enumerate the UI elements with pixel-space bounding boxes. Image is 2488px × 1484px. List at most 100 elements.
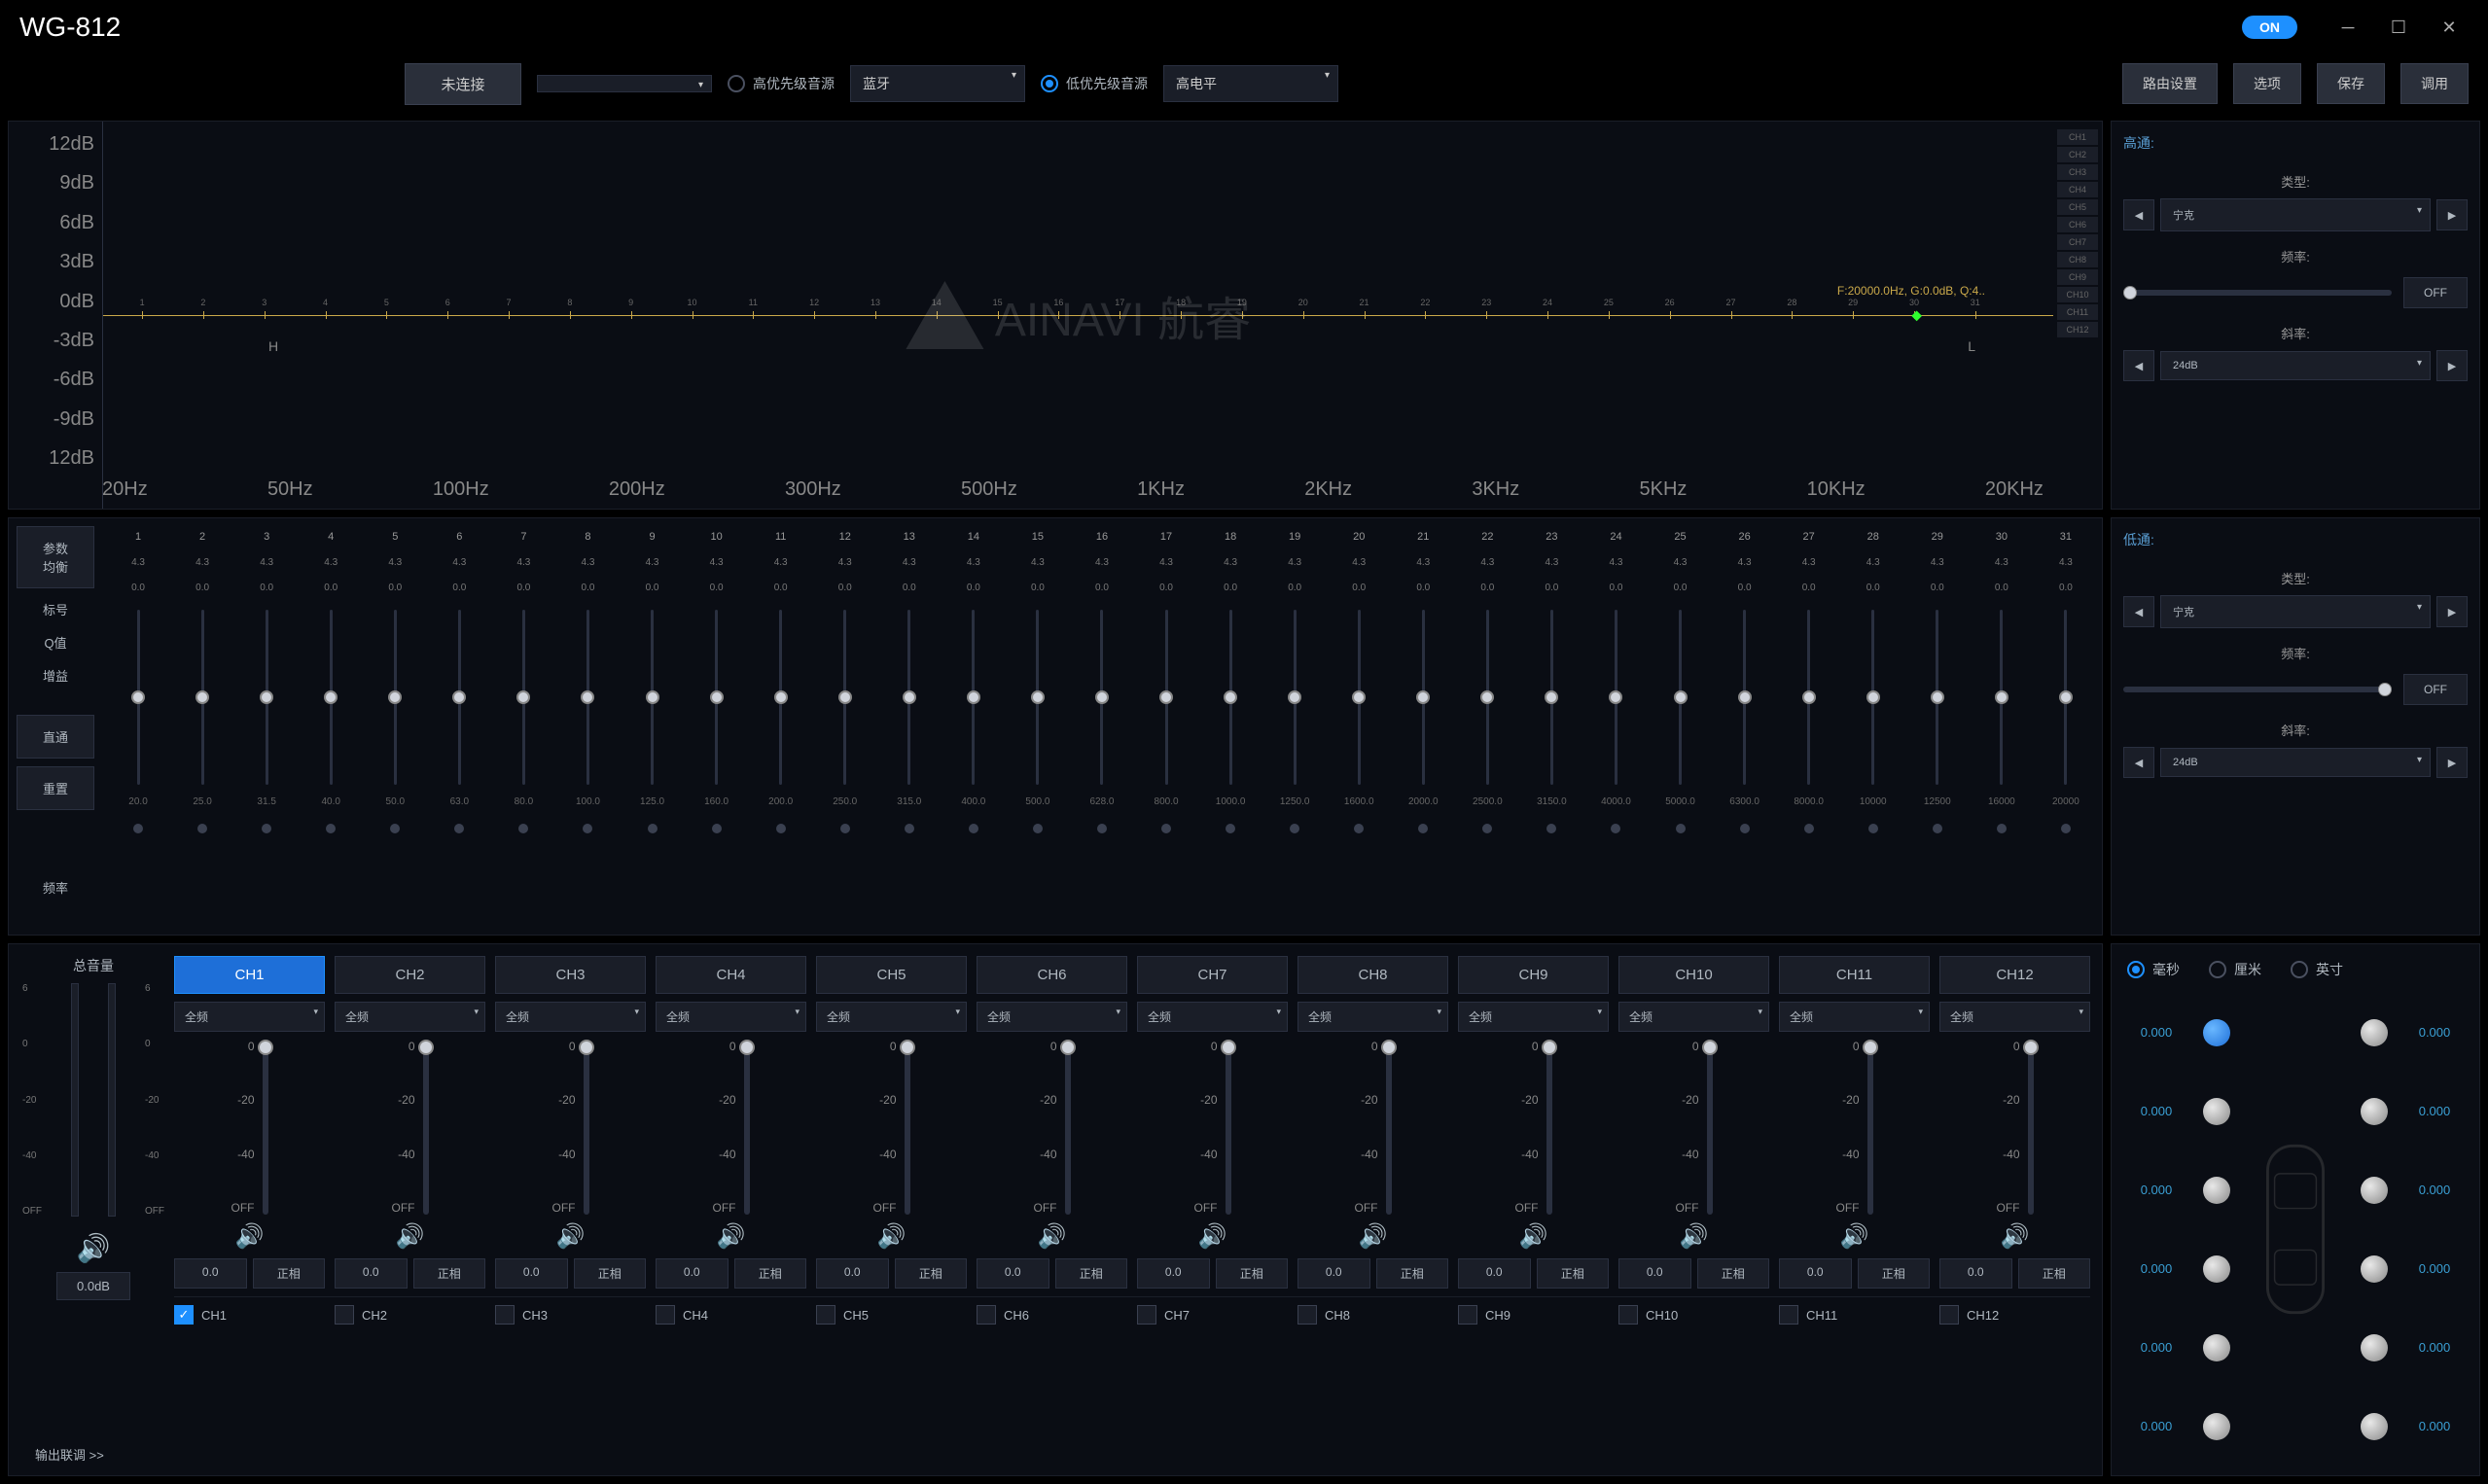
lp-freq-off[interactable]: OFF [2403, 674, 2468, 705]
channel-link-check[interactable]: ✓CH1 [174, 1305, 325, 1325]
band-gain[interactable]: 0.0 [838, 577, 852, 598]
minimize-button[interactable]: ─ [2328, 13, 2367, 42]
channel-speaker-icon[interactable]: 🔊 [1137, 1222, 1288, 1251]
band-slider[interactable] [1669, 610, 1692, 785]
checkbox-icon[interactable] [816, 1305, 835, 1325]
band-slider[interactable] [319, 610, 342, 785]
band-slider[interactable] [962, 610, 985, 785]
close-button[interactable]: ✕ [2430, 13, 2469, 42]
hp-slope-select[interactable]: 24dB [2160, 351, 2431, 380]
band-slider[interactable] [834, 610, 857, 785]
band-slider[interactable] [1411, 610, 1435, 785]
channel-link-check[interactable]: CH7 [1137, 1305, 1288, 1325]
band-freq[interactable]: 400.0 [961, 796, 985, 816]
channel-mode-select[interactable]: 全频 [335, 1002, 485, 1032]
high-priority-select[interactable]: 蓝牙 [850, 65, 1025, 102]
channel-mode-select[interactable]: 全频 [495, 1002, 646, 1032]
channel-mode-select[interactable]: 全频 [1458, 1002, 1609, 1032]
channel-fader[interactable] [584, 1040, 589, 1215]
channel-mode-select[interactable]: 全频 [977, 1002, 1127, 1032]
band-gain[interactable]: 0.0 [1031, 577, 1045, 598]
hp-type-prev[interactable]: ◀ [2123, 199, 2154, 230]
checkbox-icon[interactable] [1939, 1305, 1959, 1325]
band-gain[interactable]: 0.0 [582, 577, 595, 598]
checkbox-icon[interactable] [1618, 1305, 1638, 1325]
band-freq[interactable]: 25.0 [193, 796, 211, 816]
channel-link-check[interactable]: CH6 [977, 1305, 1127, 1325]
lp-slope-prev[interactable]: ◀ [2123, 747, 2154, 778]
band-q[interactable]: 4.3 [1224, 551, 1237, 573]
lp-type-prev[interactable]: ◀ [2123, 596, 2154, 627]
eq-cursor-icon[interactable]: ◆ [1911, 307, 1922, 324]
band-slider[interactable] [1475, 610, 1499, 785]
low-priority-select[interactable]: 高电平 [1163, 65, 1338, 102]
band-q[interactable]: 4.3 [195, 551, 209, 573]
eq-graph-channel[interactable]: CH10 [2057, 287, 2098, 302]
checkbox-icon[interactable] [335, 1305, 354, 1325]
delay-value-right[interactable]: 0.000 [2405, 1104, 2464, 1118]
band-slider[interactable] [1219, 610, 1242, 785]
band-freq[interactable]: 1250.0 [1280, 796, 1310, 816]
band-q[interactable]: 4.3 [260, 551, 273, 573]
band-q[interactable]: 4.3 [1674, 551, 1688, 573]
channel-gain-value[interactable]: 0.0 [1939, 1258, 2012, 1289]
hp-freq-slider[interactable] [2123, 290, 2392, 296]
channel-phase-value[interactable]: 正相 [1858, 1258, 1931, 1289]
delay-knob-left[interactable] [2203, 1334, 2230, 1361]
channel-tab[interactable]: CH11 [1779, 956, 1930, 994]
channel-phase-value[interactable]: 正相 [253, 1258, 326, 1289]
checkbox-icon[interactable]: ✓ [174, 1305, 194, 1325]
band-q[interactable]: 4.3 [1866, 551, 1880, 573]
channel-phase-value[interactable]: 正相 [734, 1258, 807, 1289]
band-gain[interactable]: 0.0 [2059, 577, 2073, 598]
eq-graph-channel[interactable]: CH11 [2057, 304, 2098, 320]
band-q[interactable]: 4.3 [516, 551, 530, 573]
delay-value-right[interactable]: 0.000 [2405, 1025, 2464, 1040]
eq-graph-channel[interactable]: CH7 [2057, 234, 2098, 250]
channel-mode-select[interactable]: 全频 [656, 1002, 806, 1032]
band-gain[interactable]: 0.0 [774, 577, 788, 598]
band-freq[interactable]: 31.5 [257, 796, 275, 816]
channel-speaker-icon[interactable]: 🔊 [1939, 1222, 2090, 1251]
band-q[interactable]: 4.3 [1995, 551, 2008, 573]
maximize-button[interactable]: ☐ [2379, 13, 2418, 42]
channel-tab[interactable]: CH4 [656, 956, 806, 994]
channel-link-check[interactable]: CH4 [656, 1305, 806, 1325]
channel-fader[interactable] [1546, 1040, 1552, 1215]
channel-phase-value[interactable]: 正相 [1376, 1258, 1449, 1289]
band-q[interactable]: 4.3 [903, 551, 916, 573]
band-slider[interactable] [126, 610, 150, 785]
band-gain[interactable]: 0.0 [1610, 577, 1623, 598]
channel-phase-value[interactable]: 正相 [2018, 1258, 2091, 1289]
band-gain[interactable]: 0.0 [646, 577, 659, 598]
band-q[interactable]: 4.3 [388, 551, 402, 573]
band-slider[interactable] [641, 610, 664, 785]
eq-graph-channel[interactable]: CH12 [2057, 322, 2098, 337]
channel-phase-value[interactable]: 正相 [1537, 1258, 1610, 1289]
band-q[interactable]: 4.3 [582, 551, 595, 573]
band-gain[interactable]: 0.0 [1288, 577, 1301, 598]
hp-type-select[interactable]: 宁克 [2160, 198, 2431, 231]
band-slider[interactable] [1733, 610, 1757, 785]
band-freq[interactable]: 160.0 [704, 796, 729, 816]
band-gain[interactable]: 0.0 [1866, 577, 1880, 598]
band-freq[interactable]: 50.0 [386, 796, 405, 816]
checkbox-icon[interactable] [1458, 1305, 1477, 1325]
band-freq[interactable]: 2500.0 [1473, 796, 1503, 816]
band-freq[interactable]: 250.0 [833, 796, 857, 816]
lp-type-select[interactable]: 宁克 [2160, 595, 2431, 628]
high-priority-radio[interactable]: 高优先级音源 [728, 74, 835, 93]
checkbox-icon[interactable] [495, 1305, 515, 1325]
delay-value-left[interactable]: 0.000 [2127, 1340, 2186, 1355]
delay-knob-right[interactable] [2361, 1098, 2388, 1125]
channel-tab[interactable]: CH7 [1137, 956, 1288, 994]
channel-link-check[interactable]: CH11 [1779, 1305, 1930, 1325]
delay-unit-radio[interactable]: 厘米 [2209, 960, 2261, 979]
band-freq[interactable]: 315.0 [897, 796, 921, 816]
band-gain[interactable]: 0.0 [1931, 577, 1944, 598]
band-slider[interactable] [1862, 610, 1885, 785]
channel-mode-select[interactable]: 全频 [1618, 1002, 1769, 1032]
low-priority-radio[interactable]: 低优先级音源 [1041, 74, 1148, 93]
band-freq[interactable]: 1600.0 [1344, 796, 1374, 816]
band-slider[interactable] [1797, 610, 1821, 785]
